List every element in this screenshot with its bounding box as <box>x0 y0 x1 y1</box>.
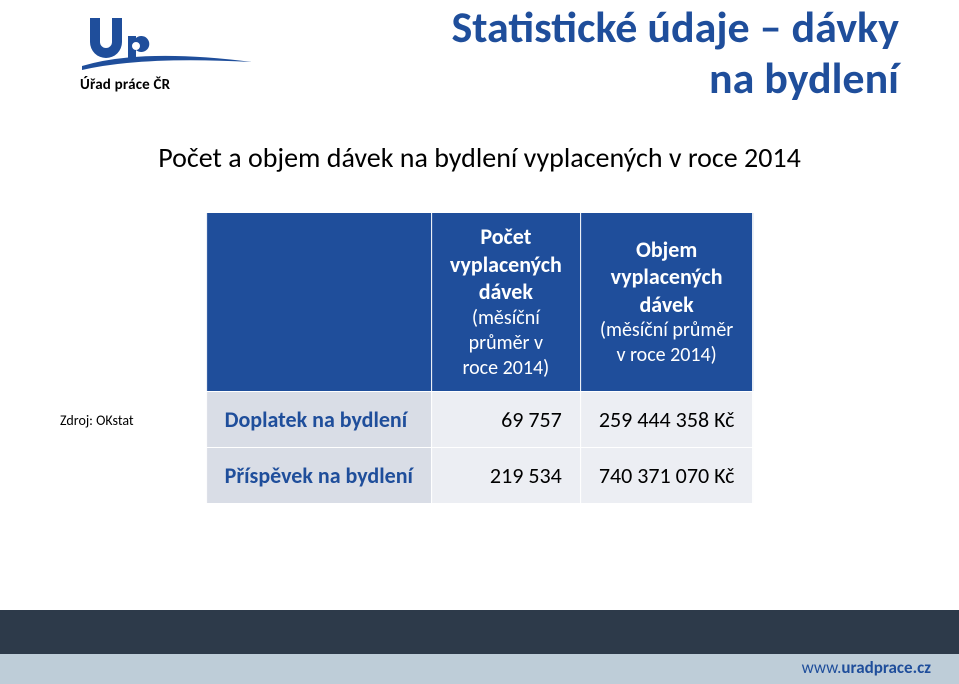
table-row: Příspěvek na bydlení 219 534 740 371 070… <box>206 447 753 503</box>
footer-url: www.uradprace.cz <box>802 657 931 678</box>
row-amount: 740 371 070 Kč <box>580 447 753 503</box>
row-label: Příspěvek na bydlení <box>206 447 431 503</box>
slide-title: Statistické údaje – dávky na bydlení <box>0 2 899 103</box>
table-row: Doplatek na bydlení 69 757 259 444 358 K… <box>206 391 753 447</box>
header-amount-main: Objem vyplacených dávek <box>611 236 723 318</box>
footer-bar-dark <box>0 610 959 654</box>
slide-subtitle: Počet a objem dávek na bydlení vyplacený… <box>0 140 959 175</box>
footer-url-prefix: www. <box>802 657 842 678</box>
source-note: Zdroj: OKstat <box>60 412 134 429</box>
slide: Úřad práce ČR Statistické údaje – dávky … <box>0 0 959 684</box>
row-label: Doplatek na bydlení <box>206 391 431 447</box>
table-header-blank <box>206 213 431 392</box>
table-header-amount: Objem vyplacených dávek (měsíční průměr … <box>580 213 753 392</box>
row-count: 69 757 <box>431 391 580 447</box>
table-header-row: Počet vyplacených dávek (měsíční průměr … <box>206 213 753 392</box>
title-line-1: Statistické údaje – dávky <box>0 2 899 53</box>
footer-url-domain: uradprace.cz <box>841 657 931 678</box>
header-count-main: Počet vyplacených dávek <box>450 223 562 305</box>
row-count: 219 534 <box>431 447 580 503</box>
header-count-sub: (měsíční průměr v roce 2014) <box>450 306 562 381</box>
row-amount: 259 444 358 Kč <box>580 391 753 447</box>
header-amount-sub: (měsíční průměr v roce 2014) <box>599 318 735 368</box>
table-header-count: Počet vyplacených dávek (měsíční průměr … <box>431 213 580 392</box>
data-table: Počet vyplacených dávek (měsíční průměr … <box>206 212 754 504</box>
title-line-2: na bydlení <box>0 53 899 104</box>
